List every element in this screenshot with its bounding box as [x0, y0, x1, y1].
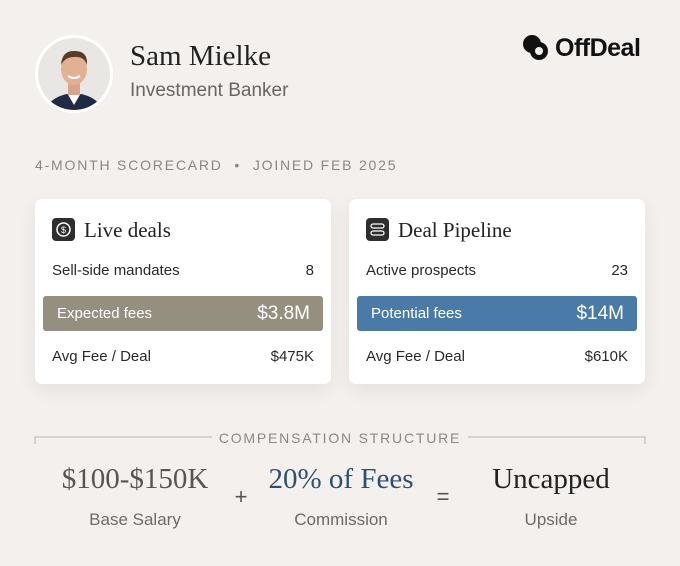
row-label: Active prospects	[366, 262, 477, 279]
icon: $	[52, 218, 75, 241]
row-label: Expected fees	[57, 305, 153, 322]
row: Active prospects 23	[366, 262, 628, 282]
live-deals-card: $ Live deals Sell-side mandates 8 Expecte…	[35, 199, 331, 384]
name: Sam Mielke	[130, 40, 271, 72]
highlight-row: Potential fees $14M	[357, 296, 637, 331]
section-title: COMPENSATION STRUCTURE	[218, 430, 462, 446]
comp-value: 20% of Fees	[268, 463, 414, 495]
icon	[366, 218, 389, 241]
row-value: $14M	[576, 303, 624, 324]
row: Sell-side mandates 8	[52, 262, 314, 282]
role: Investment Banker	[130, 80, 289, 101]
row-label: Potential fees	[371, 305, 462, 322]
row-value: $3.8M	[257, 303, 310, 324]
comp-label: Base Salary	[89, 510, 181, 529]
card-title: Deal Pipeline	[398, 218, 512, 242]
row: Avg Fee / Deal $610K	[366, 348, 628, 368]
period: 4-MONTH SCORECARD	[35, 157, 223, 173]
row-value: 8	[305, 262, 314, 279]
operator: +	[234, 484, 248, 509]
row-value: 23	[611, 262, 628, 279]
row-label: Avg Fee / Deal	[366, 348, 465, 365]
scorecard-line: 4-MONTH SCORECARD • JOINED FEB 2025	[35, 157, 397, 173]
logo-text: OffDeal	[555, 34, 641, 62]
row-value: $610K	[584, 348, 628, 365]
separator: •	[234, 157, 242, 173]
pipeline-card: Deal Pipeline Active prospects 23 Potenti…	[349, 199, 645, 384]
avatar	[35, 35, 113, 113]
comp-value: Uncapped	[492, 463, 610, 495]
comp-label: Commission	[294, 510, 388, 529]
divider	[34, 436, 646, 444]
operator: =	[436, 484, 450, 509]
row-label: Sell-side mandates	[52, 262, 180, 279]
joined: JOINED FEB 2025	[252, 157, 398, 173]
comp-value: $100-$150K	[61, 463, 209, 495]
highlight-row: Expected fees $3.8M	[43, 296, 323, 331]
row: Avg Fee / Deal $475K	[52, 348, 314, 368]
row-value: $475K	[270, 348, 314, 365]
row-label: Avg Fee / Deal	[52, 348, 151, 365]
svg-text:$: $	[61, 225, 66, 235]
card-title: Live deals	[84, 218, 171, 242]
logo-mark	[523, 35, 548, 60]
comp-label: Upside	[524, 510, 578, 529]
